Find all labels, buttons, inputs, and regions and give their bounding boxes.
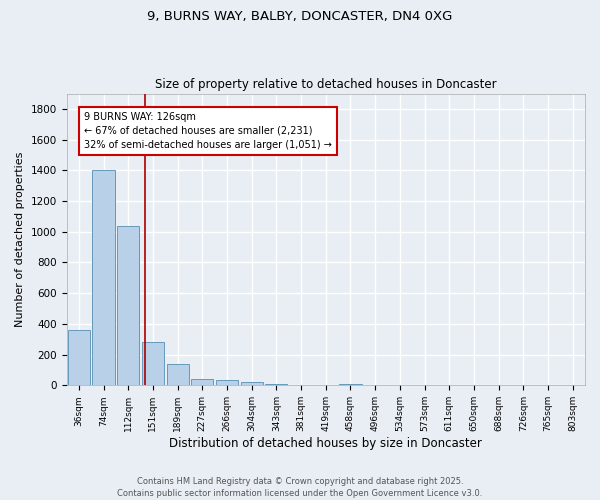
Bar: [191, 379, 214, 386]
X-axis label: Distribution of detached houses by size in Doncaster: Distribution of detached houses by size …: [169, 437, 482, 450]
Title: Size of property relative to detached houses in Doncaster: Size of property relative to detached ho…: [155, 78, 497, 91]
Bar: [241, 382, 263, 386]
Bar: [142, 342, 164, 386]
Bar: [68, 330, 90, 386]
Text: 9, BURNS WAY, BALBY, DONCASTER, DN4 0XG: 9, BURNS WAY, BALBY, DONCASTER, DN4 0XG: [148, 10, 452, 23]
Text: Contains HM Land Registry data © Crown copyright and database right 2025.
Contai: Contains HM Land Registry data © Crown c…: [118, 476, 482, 498]
Text: 9 BURNS WAY: 126sqm
← 67% of detached houses are smaller (2,231)
32% of semi-det: 9 BURNS WAY: 126sqm ← 67% of detached ho…: [85, 112, 332, 150]
Bar: [216, 380, 238, 386]
Bar: [265, 384, 287, 386]
Bar: [117, 226, 139, 386]
Y-axis label: Number of detached properties: Number of detached properties: [15, 152, 25, 327]
Bar: [92, 170, 115, 386]
Bar: [167, 364, 189, 386]
Bar: [340, 384, 362, 386]
